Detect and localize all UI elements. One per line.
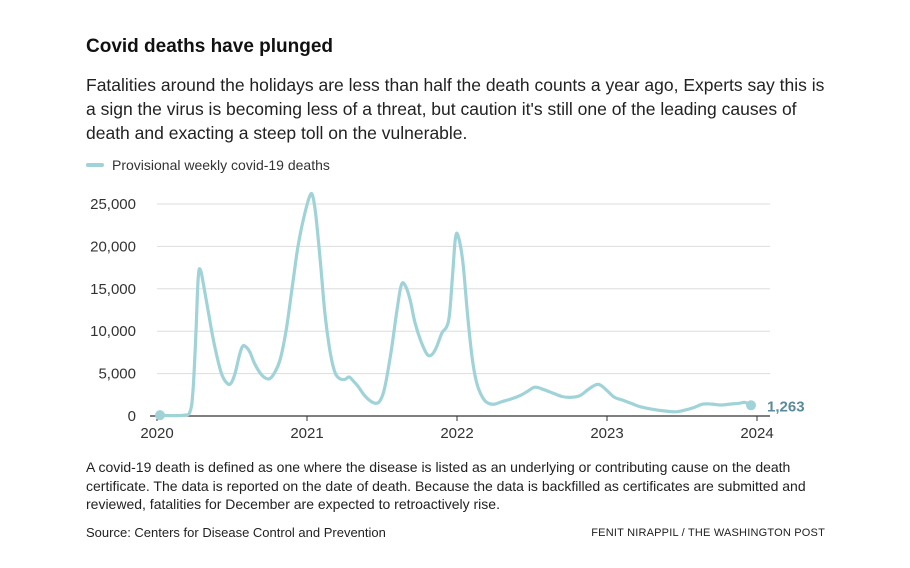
chart-note: A covid-19 death is defined as one where…	[86, 459, 806, 512]
series-group	[158, 191, 753, 418]
legend: Provisional weekly covid-19 deaths	[86, 157, 330, 173]
x-axis-ticks: 2020 2021 2022 2023 2024	[140, 416, 774, 442]
y-axis-ticks: 0 5,000 10,000 15,000 20,000 25,000	[90, 196, 136, 425]
x-tick-label: 2024	[740, 425, 773, 442]
start-point-marker	[155, 410, 165, 421]
y-tick-label: 20,000	[90, 238, 136, 255]
gridlines	[150, 203, 770, 417]
y-tick-label: 25,000	[90, 196, 136, 213]
y-tick-label: 15,000	[90, 281, 136, 298]
series-line	[158, 191, 753, 418]
x-tick-label: 2020	[140, 425, 173, 442]
chart-subtitle: Fatalities around the holidays are less …	[86, 75, 825, 143]
x-tick-label: 2023	[590, 425, 623, 442]
y-tick-label: 10,000	[90, 323, 136, 340]
source-text: Source: Centers for Disease Control and …	[86, 525, 386, 540]
chart-title: Covid deaths have plunged	[86, 36, 334, 57]
legend-swatch	[86, 163, 104, 167]
credit-text: FENIT NIRAPPIL / THE WASHINGTON POST	[591, 527, 825, 539]
end-point-marker	[746, 400, 756, 411]
legend-label: Provisional weekly covid-19 deaths	[112, 157, 330, 173]
end-value-label: 1,263	[767, 398, 805, 415]
y-tick-label: 0	[128, 408, 136, 425]
markers-group: 1,263	[155, 398, 805, 421]
x-tick-label: 2021	[290, 425, 323, 442]
y-tick-label: 5,000	[98, 366, 136, 383]
x-tick-label: 2022	[440, 425, 473, 442]
